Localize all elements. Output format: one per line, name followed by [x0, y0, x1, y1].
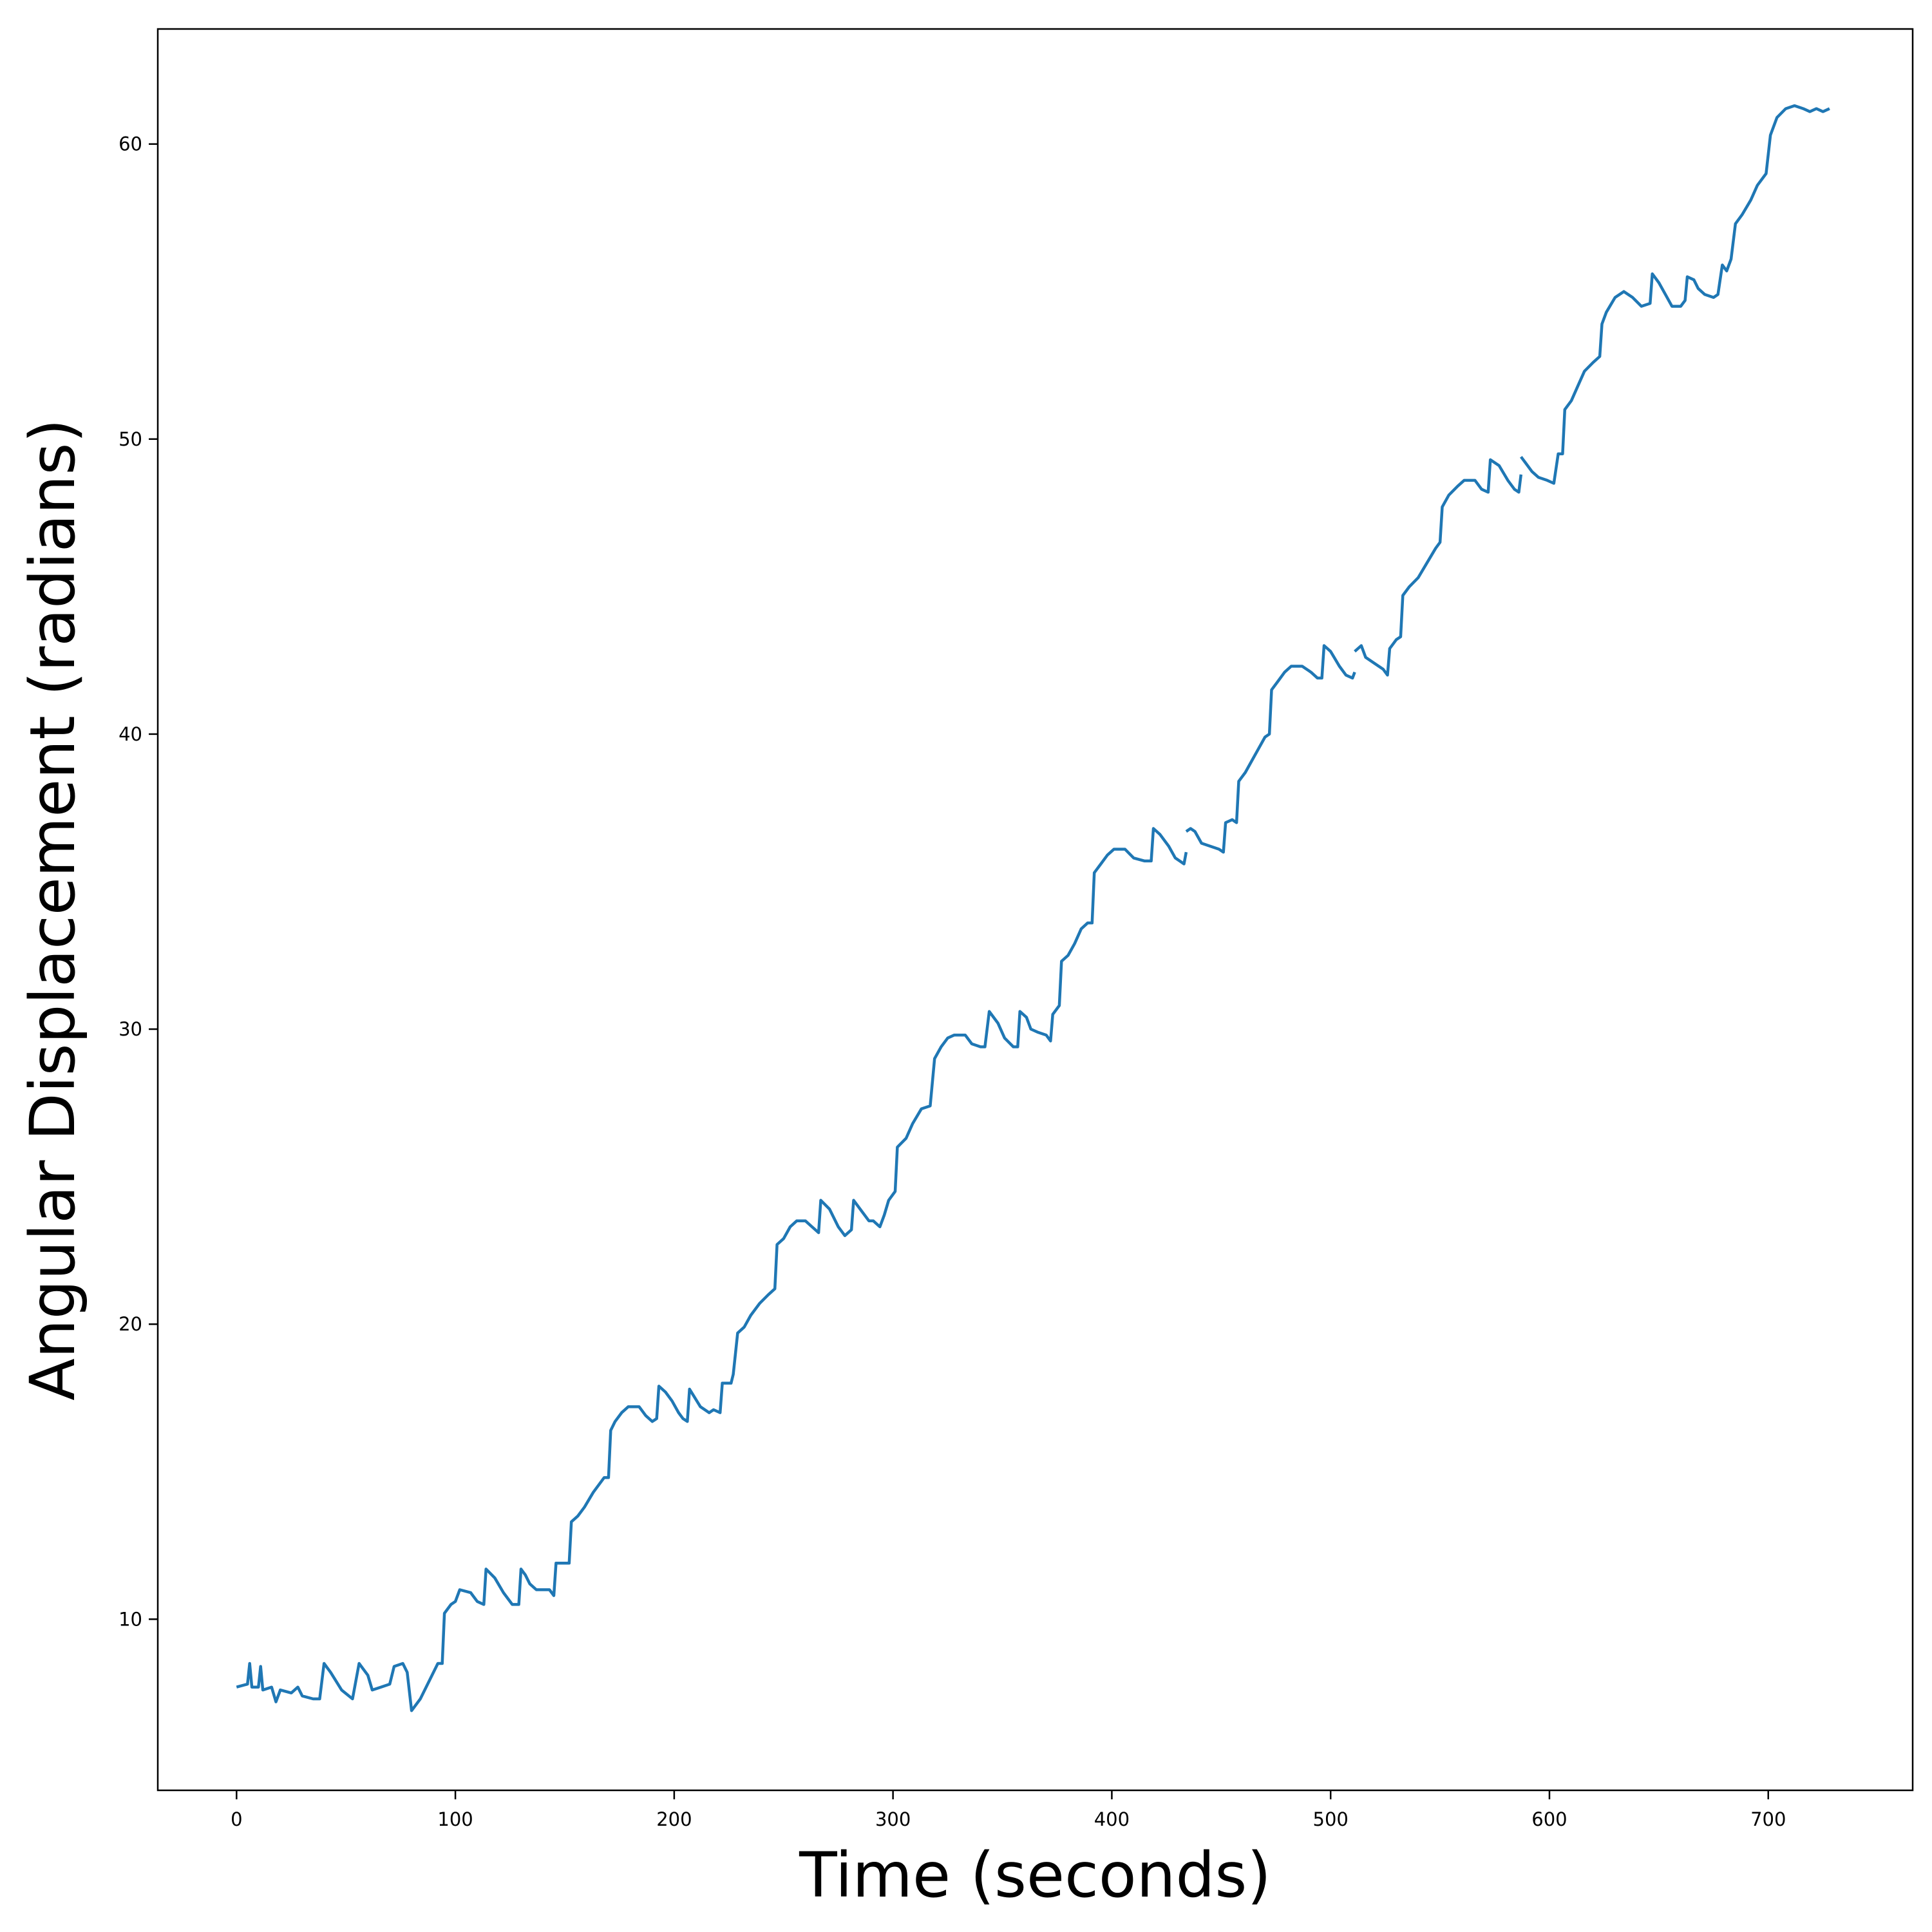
- series-line-segment: [1519, 104, 1830, 485]
- series-line-segment: [236, 827, 1188, 1712]
- x-tick-label: 500: [1313, 1808, 1349, 1830]
- x-axis-ticks: 0 100 200 300 400 500 600 700: [231, 1790, 1786, 1830]
- x-tick-label: 700: [1750, 1808, 1786, 1830]
- y-tick-label: 20: [118, 1313, 142, 1335]
- x-tick-label: 400: [1094, 1808, 1130, 1830]
- y-tick-label: 60: [118, 133, 142, 155]
- x-axis-label: Time (seconds): [799, 1839, 1271, 1911]
- x-tick-label: 200: [656, 1808, 692, 1830]
- y-axis-ticks: 10 20 30 40 50 60: [118, 133, 158, 1630]
- x-tick-label: 100: [437, 1808, 473, 1830]
- series-line-segment: [1354, 458, 1523, 677]
- y-tick-label: 40: [118, 723, 142, 745]
- y-tick-label: 10: [118, 1608, 142, 1630]
- x-tick-label: 0: [231, 1808, 242, 1830]
- x-tick-label: 300: [875, 1808, 911, 1830]
- y-tick-label: 30: [118, 1018, 142, 1040]
- y-tick-label: 50: [118, 428, 142, 450]
- series-line-segment: [1185, 644, 1356, 854]
- axes-frame: [156, 28, 1914, 1792]
- y-axis-label: Angular Displacement (radians): [17, 419, 89, 1401]
- plot-area: [236, 104, 1830, 1712]
- x-tick-label: 600: [1531, 1808, 1567, 1830]
